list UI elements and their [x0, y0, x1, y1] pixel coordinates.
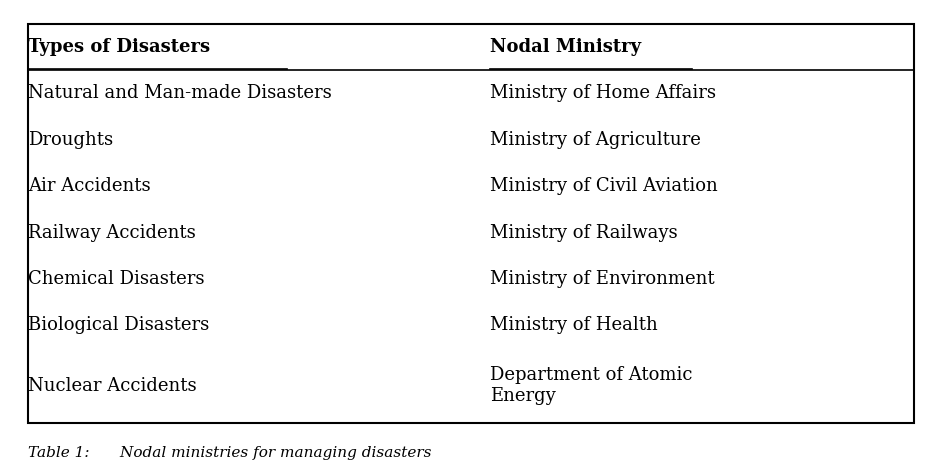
- Text: Biological Disasters: Biological Disasters: [28, 316, 209, 335]
- Text: Natural and Man-made Disasters: Natural and Man-made Disasters: [28, 84, 332, 102]
- Text: Railway Accidents: Railway Accidents: [28, 224, 196, 242]
- Text: Chemical Disasters: Chemical Disasters: [28, 270, 204, 288]
- Text: Ministry of Home Affairs: Ministry of Home Affairs: [490, 84, 716, 102]
- Text: Types of Disasters: Types of Disasters: [28, 38, 210, 56]
- Text: Table 1:  Nodal ministries for managing disasters: Table 1: Nodal ministries for managing d…: [28, 446, 431, 461]
- Text: Department of Atomic
Energy: Department of Atomic Energy: [490, 367, 692, 405]
- Text: Ministry of Civil Aviation: Ministry of Civil Aviation: [490, 177, 718, 195]
- Text: Air Accidents: Air Accidents: [28, 177, 151, 195]
- Text: Nodal Ministry: Nodal Ministry: [490, 38, 641, 56]
- Bar: [28, 24, 914, 423]
- Text: Droughts: Droughts: [28, 131, 113, 149]
- Text: Ministry of Environment: Ministry of Environment: [490, 270, 714, 288]
- Text: Ministry of Railways: Ministry of Railways: [490, 224, 677, 242]
- Text: Ministry of Health: Ministry of Health: [490, 316, 658, 335]
- Text: Nuclear Accidents: Nuclear Accidents: [28, 377, 197, 395]
- Text: Ministry of Agriculture: Ministry of Agriculture: [490, 131, 701, 149]
